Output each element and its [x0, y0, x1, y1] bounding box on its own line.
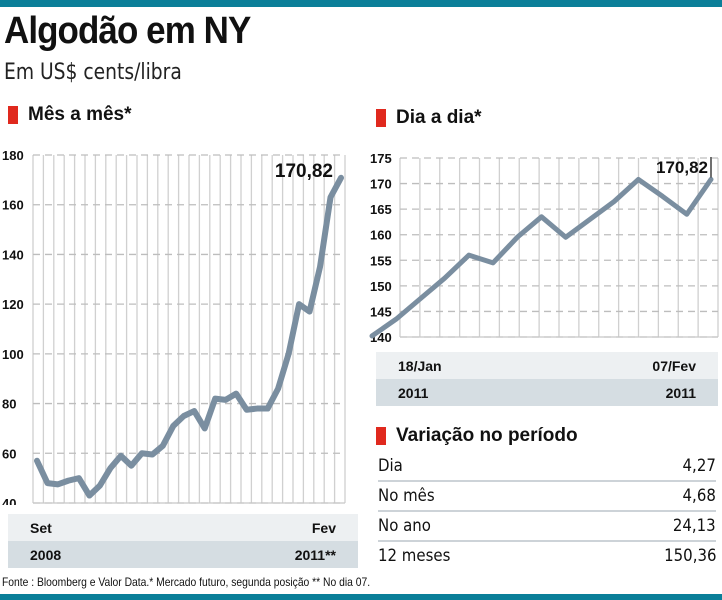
- variation-label: No mês: [378, 486, 435, 506]
- variation-table: Dia 4,27 No mês 4,68 No ano 24,13 12 mes…: [378, 452, 716, 570]
- y-tick-label: 120: [2, 297, 24, 312]
- variation-row: No mês 4,68: [378, 482, 716, 512]
- y-tick-label: 145: [370, 304, 392, 319]
- variation-label: No ano: [378, 516, 431, 536]
- y-tick-label: 160: [2, 198, 24, 213]
- y-tick-label: 100: [2, 347, 24, 362]
- monthly-end-label: Fev: [311, 519, 336, 536]
- y-tick-label: 40: [2, 496, 16, 505]
- monthly-axis-band: Set Fev 2008 2011**: [8, 514, 358, 568]
- monthly-chart: 40 60 80 100 120 140 160 180 170,82: [2, 148, 346, 505]
- section-marker-icon: [8, 106, 18, 124]
- source-note: Fonte : Bloomberg e Valor Data.* Mercado…: [2, 575, 371, 589]
- bottom-accent-bar: [0, 594, 722, 600]
- y-tick-label: 150: [370, 279, 392, 294]
- variation-value: 150,36: [663, 546, 716, 566]
- variation-label: 12 meses: [378, 546, 451, 566]
- y-tick-label: 180: [2, 148, 24, 163]
- daily-end-label: 07/Fev: [652, 357, 696, 374]
- daily-axis-band: 18/Jan 07/Fev 2011 2011: [376, 352, 718, 406]
- daily-last-value-label: 170,82: [656, 158, 708, 177]
- y-tick-label: 155: [370, 253, 392, 268]
- y-tick-label: 175: [370, 151, 392, 166]
- y-tick-label: 80: [2, 397, 16, 412]
- page-subtitle: Em US$ cents/libra: [4, 60, 182, 85]
- y-tick-label: 165: [370, 202, 392, 217]
- daily-series-line: [369, 176, 714, 339]
- daily-heading: Dia a dia*: [376, 107, 482, 129]
- top-accent-bar: [0, 0, 722, 7]
- variation-row: No ano 24,13: [378, 512, 716, 542]
- page-title: Algodão em NY: [4, 10, 251, 52]
- section-marker-icon: [376, 427, 386, 445]
- variation-row: 12 meses 150,36: [378, 542, 716, 570]
- monthly-last-value-label: 170,82: [275, 161, 333, 182]
- variation-value: 4,68: [682, 486, 716, 506]
- variation-heading-text: Variação no período: [396, 425, 578, 446]
- variation-heading: Variação no período: [376, 425, 578, 447]
- variation-row: Dia 4,27: [378, 452, 716, 482]
- variation-label: Dia: [378, 456, 403, 476]
- daily-heading-text: Dia a dia*: [396, 107, 482, 128]
- daily-start-label: 18/Jan: [398, 357, 442, 374]
- y-tick-label: 160: [370, 228, 392, 243]
- monthly-series-line: [34, 174, 344, 499]
- variation-value: 4,27: [682, 456, 716, 476]
- daily-start-year: 2011: [398, 384, 429, 401]
- monthly-end-year: 2011**: [294, 546, 336, 563]
- section-marker-icon: [376, 109, 386, 127]
- y-tick-label: 60: [2, 446, 16, 461]
- variation-value: 24,13: [673, 516, 716, 536]
- daily-end-year: 2011: [665, 384, 696, 401]
- y-tick-label: 170: [370, 177, 392, 192]
- monthly-heading-text: Mês a mês*: [28, 104, 132, 125]
- monthly-heading: Mês a mês*: [8, 104, 132, 126]
- monthly-start-label: Set: [30, 519, 52, 536]
- monthly-start-year: 2008: [30, 546, 62, 563]
- y-tick-label: 140: [2, 247, 24, 262]
